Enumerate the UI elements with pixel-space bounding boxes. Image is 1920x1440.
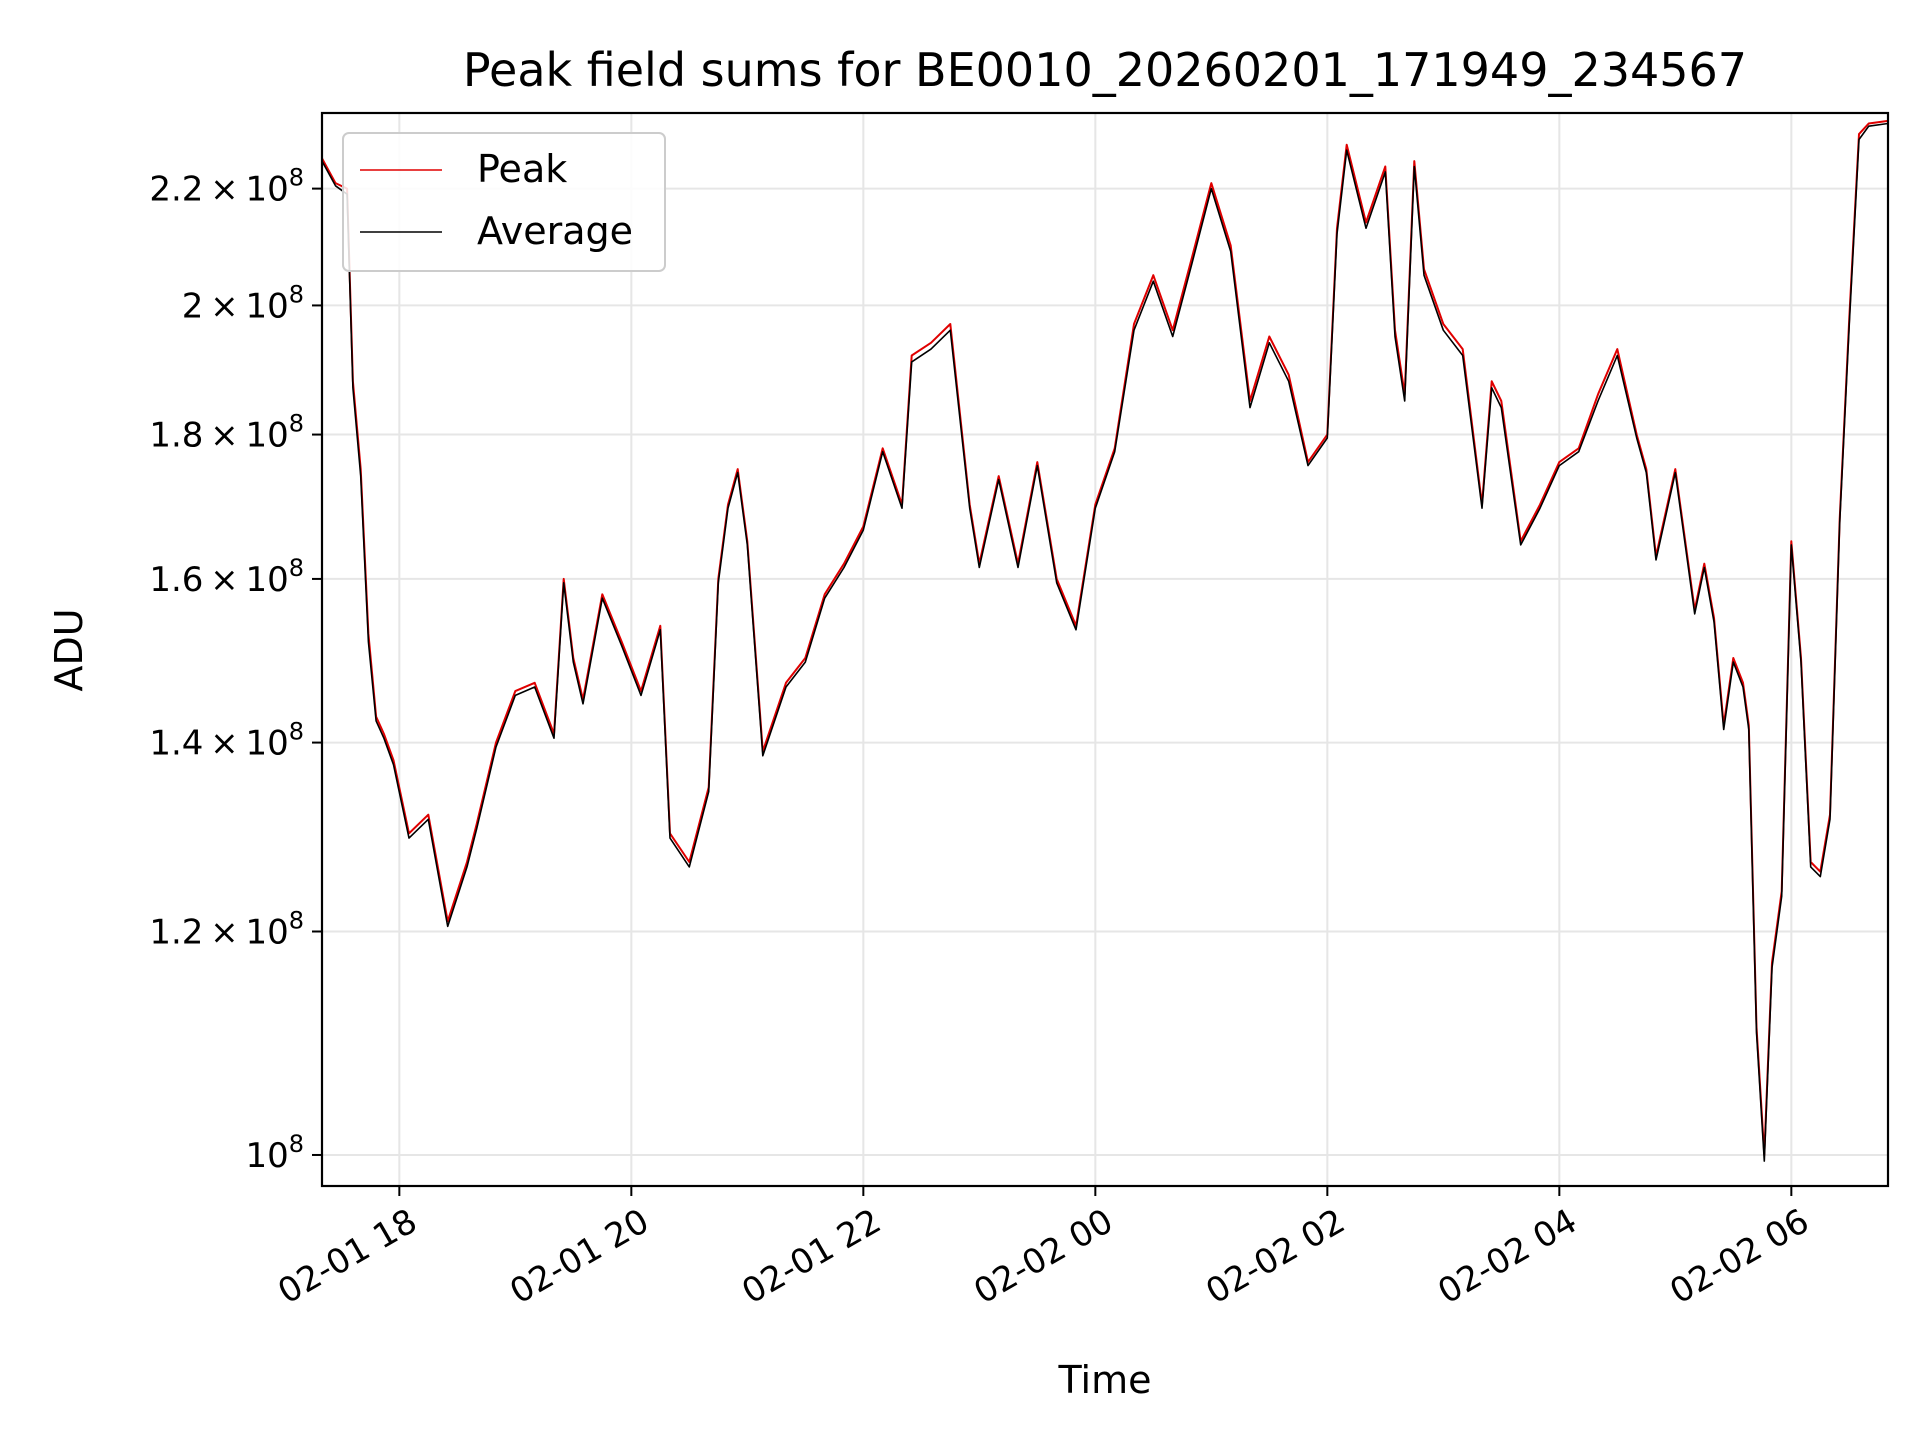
x-axis-title: Time: [1058, 1358, 1152, 1402]
legend-label-peak: Peak: [477, 147, 567, 191]
grid: [322, 113, 1888, 1186]
y-tick-label: 2 × 108: [182, 280, 304, 326]
y-tick-label: 1.6 × 108: [149, 554, 304, 600]
legend-box: [342, 132, 666, 272]
legend: Peak Average: [342, 132, 666, 272]
series-line-average: [322, 122, 1888, 1162]
y-axis-title: ADU: [47, 608, 91, 691]
y-tick-label: 108: [245, 1130, 304, 1176]
y-tick-label: 2.2 × 108: [149, 164, 304, 210]
plot-frame: [320, 111, 1890, 1188]
legend-label-average: Average: [477, 209, 633, 253]
y-axis: 108 1.2 × 108 1.4 × 108 1.6 × 108 1.8 × 108 2…: [149, 164, 322, 1176]
y-tick-label: 1.4 × 108: [149, 718, 304, 764]
y-tick-label: 1.2 × 108: [149, 907, 304, 953]
y-tick-label: 1.8 × 108: [149, 410, 304, 456]
chart-title: Peak field sums for BE0010_20260201_1719…: [463, 43, 1747, 97]
plot-lines: [322, 119, 1888, 1162]
